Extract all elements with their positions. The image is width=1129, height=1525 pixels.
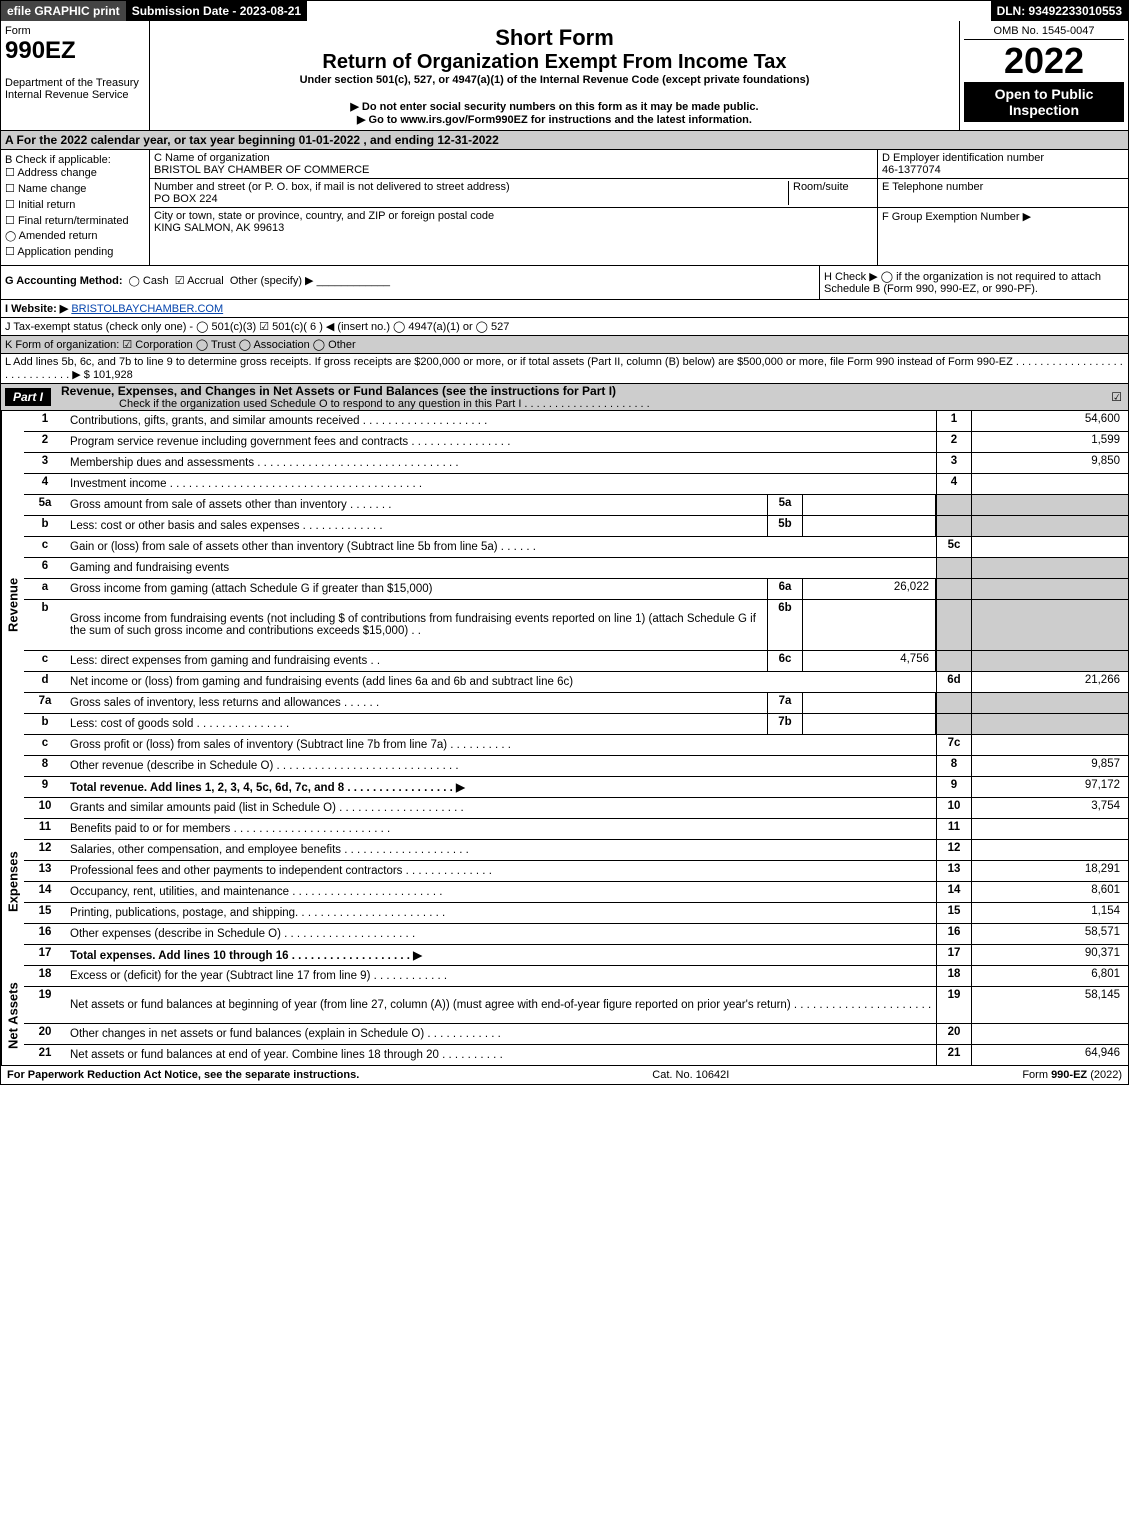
- line-5b: bLess: cost or other basis and sales exp…: [24, 516, 1128, 537]
- chk-pending[interactable]: Application pending: [5, 245, 145, 258]
- short-form-title: Short Form: [154, 25, 955, 51]
- line-i: I Website: ▶ BRISTOLBAYCHAMBER.COM: [1, 300, 1128, 318]
- line-h: H Check ▶ ◯ if the organization is not r…: [819, 266, 1128, 299]
- part1-tag: Part I: [5, 388, 51, 406]
- topbar-spacer: [307, 1, 990, 21]
- page-footer: For Paperwork Reduction Act Notice, see …: [1, 1065, 1128, 1084]
- street-value: PO BOX 224: [154, 193, 218, 205]
- line-8: 8Other revenue (describe in Schedule O) …: [24, 756, 1128, 777]
- section-b-label: B Check if applicable:: [5, 154, 145, 166]
- header-center: Short Form Return of Organization Exempt…: [150, 21, 960, 130]
- line-20: 20Other changes in net assets or fund ba…: [24, 1024, 1128, 1045]
- footer-right: Form 990-EZ (2022): [1022, 1069, 1122, 1081]
- line-7a: 7aGross sales of inventory, less returns…: [24, 693, 1128, 714]
- org-name: BRISTOL BAY CHAMBER OF COMMERCE: [154, 164, 369, 176]
- line-6a: aGross income from gaming (attach Schedu…: [24, 579, 1128, 600]
- tax-year: 2022: [964, 40, 1124, 82]
- line-g: G Accounting Method: Cash Accrual Other …: [1, 266, 819, 299]
- room-label: Room/suite: [793, 181, 849, 193]
- street-label: Number and street (or P. O. box, if mail…: [154, 181, 510, 193]
- line-3: 3Membership dues and assessments . . . .…: [24, 453, 1128, 474]
- expenses-sidebar: Expenses: [1, 798, 24, 966]
- line-l: L Add lines 5b, 6c, and 7b to line 9 to …: [1, 354, 1128, 384]
- city-label: City or town, state or province, country…: [154, 210, 494, 222]
- top-bar: efile GRAPHIC print Submission Date - 20…: [1, 1, 1128, 21]
- section-gh: G Accounting Method: Cash Accrual Other …: [1, 266, 1128, 300]
- form-container: efile GRAPHIC print Submission Date - 20…: [0, 0, 1129, 1085]
- line-5c: cGain or (loss) from sale of assets othe…: [24, 537, 1128, 558]
- ein-value: 46-1377074: [882, 164, 941, 176]
- line-17: 17Total expenses. Add lines 10 through 1…: [24, 945, 1128, 966]
- c-name-label: C Name of organization: [154, 152, 270, 164]
- section-b-to-f: B Check if applicable: Address change Na…: [1, 150, 1128, 266]
- chk-address[interactable]: Address change: [5, 166, 145, 179]
- omb-number: OMB No. 1545-0047: [964, 25, 1124, 40]
- line-16: 16Other expenses (describe in Schedule O…: [24, 924, 1128, 945]
- netassets-sidebar: Net Assets: [1, 966, 24, 1065]
- website-link[interactable]: BRISTOLBAYCHAMBER.COM: [71, 303, 223, 315]
- section-c: C Name of organization BRISTOL BAY CHAMB…: [150, 150, 878, 265]
- chk-initial[interactable]: Initial return: [5, 198, 145, 211]
- part1-checkbox[interactable]: [1111, 390, 1128, 404]
- chk-name[interactable]: Name change: [5, 182, 145, 195]
- line-a: A For the 2022 calendar year, or tax yea…: [1, 131, 1128, 150]
- dln-label: DLN: 93492233010553: [991, 1, 1128, 21]
- line-7c: cGross profit or (loss) from sales of in…: [24, 735, 1128, 756]
- e-label: E Telephone number: [882, 181, 983, 193]
- line-15: 15Printing, publications, postage, and s…: [24, 903, 1128, 924]
- d-label: D Employer identification number: [882, 152, 1044, 164]
- footer-center: Cat. No. 10642I: [359, 1069, 1022, 1081]
- section-def: D Employer identification number 46-1377…: [878, 150, 1128, 265]
- line-19: 19Net assets or fund balances at beginni…: [24, 987, 1128, 1024]
- return-title: Return of Organization Exempt From Incom…: [154, 51, 955, 74]
- section-b: B Check if applicable: Address change Na…: [1, 150, 150, 265]
- line-7b: bLess: cost of goods sold . . . . . . . …: [24, 714, 1128, 735]
- footer-left: For Paperwork Reduction Act Notice, see …: [7, 1069, 359, 1081]
- line-2: 2Program service revenue including gover…: [24, 432, 1128, 453]
- expenses-section: Expenses 10Grants and similar amounts pa…: [1, 798, 1128, 966]
- dept-label: Department of the Treasury: [5, 77, 139, 89]
- line-18: 18Excess or (deficit) for the year (Subt…: [24, 966, 1128, 987]
- line-j: J Tax-exempt status (check only one) - ◯…: [1, 318, 1128, 336]
- line-k: K Form of organization: ☑ Corporation ◯ …: [1, 336, 1128, 354]
- efile-label: efile GRAPHIC print: [1, 1, 126, 21]
- line-6c: cLess: direct expenses from gaming and f…: [24, 651, 1128, 672]
- irs-label: Internal Revenue Service: [5, 89, 129, 101]
- netassets-section: Net Assets 18Excess or (deficit) for the…: [1, 966, 1128, 1065]
- part1-sub: Check if the organization used Schedule …: [59, 398, 1111, 410]
- chk-amended[interactable]: Amended return: [5, 230, 145, 242]
- city-value: KING SALMON, AK 99613: [154, 222, 284, 234]
- line-10: 10Grants and similar amounts paid (list …: [24, 798, 1128, 819]
- line-12: 12Salaries, other compensation, and empl…: [24, 840, 1128, 861]
- line-14: 14Occupancy, rent, utilities, and mainte…: [24, 882, 1128, 903]
- line-13: 13Professional fees and other payments t…: [24, 861, 1128, 882]
- line-4: 4Investment income . . . . . . . . . . .…: [24, 474, 1128, 495]
- form-header: Form 990EZ Department of the Treasury In…: [1, 21, 1128, 131]
- form-word: Form: [5, 25, 31, 37]
- line-9: 9Total revenue. Add lines 1, 2, 3, 4, 5c…: [24, 777, 1128, 798]
- revenue-sidebar: Revenue: [1, 411, 24, 798]
- form-number: 990EZ: [5, 37, 76, 64]
- line-1: 1Contributions, gifts, grants, and simil…: [24, 411, 1128, 432]
- line-6b: bGross income from fundraising events (n…: [24, 600, 1128, 651]
- under-section: Under section 501(c), 527, or 4947(a)(1)…: [154, 74, 955, 86]
- line-21: 21Net assets or fund balances at end of …: [24, 1045, 1128, 1065]
- line-6d: dNet income or (loss) from gaming and fu…: [24, 672, 1128, 693]
- ssn-warning: ▶ Do not enter social security numbers o…: [154, 100, 955, 113]
- chk-final[interactable]: Final return/terminated: [5, 214, 145, 227]
- part1-header: Part I Revenue, Expenses, and Changes in…: [1, 384, 1128, 411]
- header-left: Form 990EZ Department of the Treasury In…: [1, 21, 150, 130]
- revenue-section: Revenue 1Contributions, gifts, grants, a…: [1, 411, 1128, 798]
- open-public: Open to Public Inspection: [964, 82, 1124, 122]
- line-11: 11Benefits paid to or for members . . . …: [24, 819, 1128, 840]
- goto-link[interactable]: ▶ Go to www.irs.gov/Form990EZ for instru…: [154, 113, 955, 126]
- line-6: 6Gaming and fundraising events: [24, 558, 1128, 579]
- header-right: OMB No. 1545-0047 2022 Open to Public In…: [960, 21, 1128, 130]
- line-5a: 5aGross amount from sale of assets other…: [24, 495, 1128, 516]
- f-label: F Group Exemption Number ▶: [882, 211, 1031, 223]
- submission-date: Submission Date - 2023-08-21: [126, 1, 307, 21]
